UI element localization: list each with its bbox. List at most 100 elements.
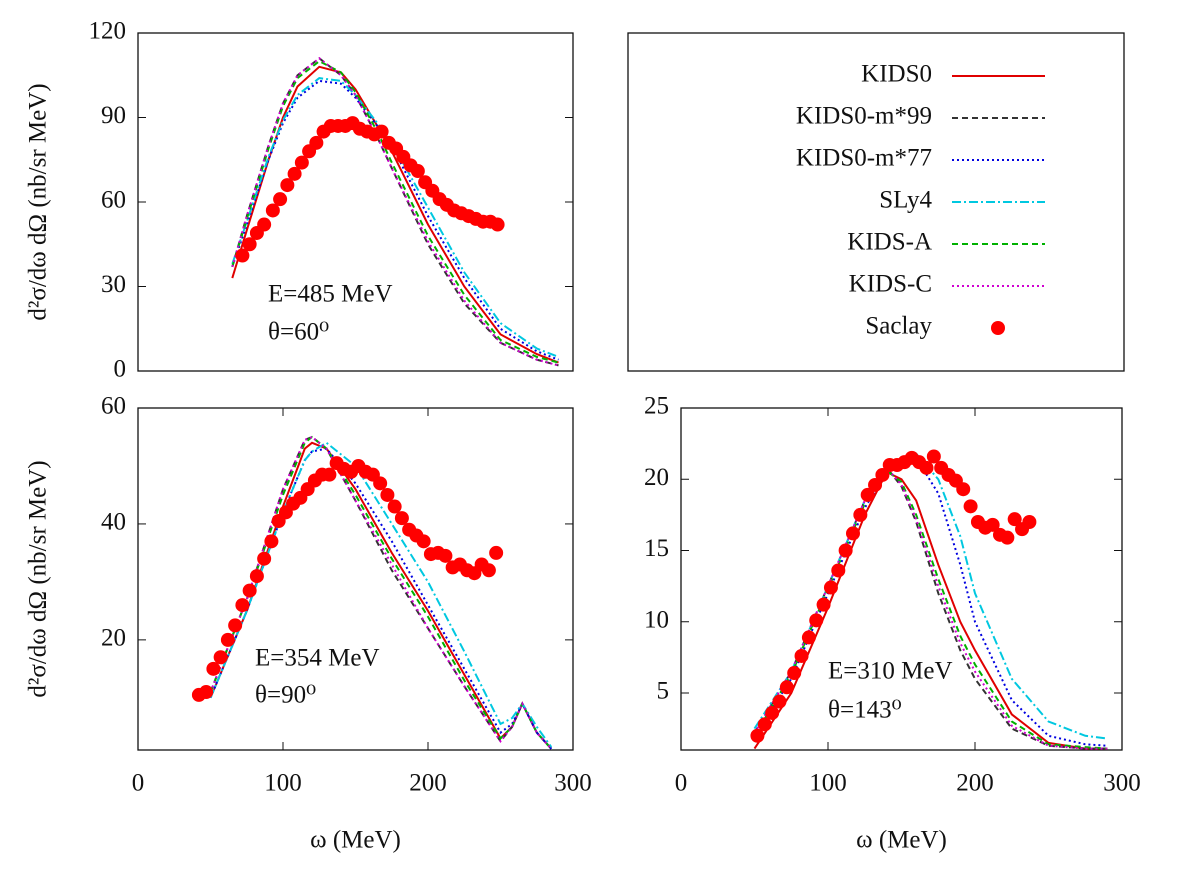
legend-label: KIDS-A <box>847 229 932 256</box>
x-axis-label: ω (MeV) <box>310 827 401 854</box>
y-tick-label: 40 <box>101 509 126 536</box>
data-point <box>985 517 1000 532</box>
x-axis-label: ω (MeV) <box>856 827 947 854</box>
plot-frame <box>137 407 574 751</box>
data-point <box>816 597 831 612</box>
series-line <box>231 60 559 364</box>
data-point <box>264 534 279 549</box>
data-point <box>242 237 257 252</box>
y-tick-label: 30 <box>101 271 126 298</box>
x-tick-label: 100 <box>809 770 847 797</box>
y-tick-label: 25 <box>644 393 669 420</box>
annotation: E=485 MeV <box>268 281 393 308</box>
plot-area <box>231 57 559 367</box>
y-axis-label: d²σ/dω dΩ (nb/sr MeV) <box>25 83 52 320</box>
data-point <box>280 178 295 193</box>
plot-frame <box>137 32 574 372</box>
data-point <box>374 124 389 139</box>
data-point <box>257 551 272 566</box>
legend-label: KIDS-C <box>849 271 932 298</box>
data-point <box>294 155 309 170</box>
legend-label: KIDS0 <box>861 61 932 88</box>
data-point <box>750 728 765 743</box>
y-tick-label: 5 <box>657 678 670 705</box>
data-point <box>1000 530 1015 545</box>
series-line <box>209 447 553 750</box>
annotation: E=354 MeV <box>255 645 380 672</box>
y-tick-label: 0 <box>114 356 127 383</box>
series-line <box>753 456 1108 747</box>
data-point <box>394 511 409 526</box>
series-line <box>753 466 1108 750</box>
series-line <box>231 79 559 361</box>
data-point <box>249 569 264 584</box>
data-point <box>868 477 883 492</box>
data-point <box>875 467 890 482</box>
data-point <box>213 650 228 665</box>
x-tick-label: 300 <box>1103 770 1141 797</box>
x-tick-label: 0 <box>675 770 688 797</box>
data-point <box>845 526 860 541</box>
legend-label: SLy4 <box>879 187 932 214</box>
legend-label: Saclay <box>865 313 932 340</box>
legend-label: KIDS0-m*99 <box>796 103 932 130</box>
y-tick-label: 60 <box>101 187 126 214</box>
data-point <box>490 217 505 232</box>
legend-frame <box>627 32 1125 372</box>
x-tick-label: 100 <box>264 770 302 797</box>
data-point <box>387 499 402 514</box>
annotation: θ=143⁰ <box>828 697 902 724</box>
x-tick-label: 300 <box>554 770 592 797</box>
plot-frame <box>680 407 1123 751</box>
data-point <box>919 460 934 475</box>
data-point <box>228 618 243 633</box>
data-point <box>287 166 302 181</box>
data-point <box>963 499 978 514</box>
data-point <box>257 217 272 232</box>
data-point <box>1007 512 1022 527</box>
y-axis-label: d²σ/dω dΩ (nb/sr MeV) <box>25 460 52 697</box>
data-point <box>235 598 250 613</box>
legend-label: KIDS0-m*77 <box>796 145 932 172</box>
plot-area <box>191 435 553 750</box>
data-point <box>373 476 388 491</box>
data-point <box>206 661 221 676</box>
y-tick-label: 10 <box>644 606 669 633</box>
x-tick-label: 0 <box>132 770 145 797</box>
annotation: θ=60⁰ <box>268 319 329 346</box>
data-point <box>787 666 802 681</box>
series-line <box>753 452 1108 740</box>
data-point <box>956 482 971 497</box>
data-point <box>794 648 809 663</box>
y-tick-label: 20 <box>644 464 669 491</box>
plot-area <box>750 449 1108 750</box>
series-line <box>231 57 559 367</box>
y-tick-label: 60 <box>101 393 126 420</box>
data-point <box>765 705 780 720</box>
series-line <box>209 435 553 750</box>
data-point <box>322 467 337 482</box>
data-point <box>860 487 875 502</box>
data-point <box>823 580 838 595</box>
series-line <box>209 441 553 748</box>
data-point <box>481 563 496 578</box>
data-point <box>273 192 288 207</box>
data-point <box>199 685 214 700</box>
data-point <box>235 248 250 263</box>
y-tick-label: 120 <box>89 18 127 45</box>
legend-marker <box>991 321 1005 335</box>
annotation: θ=90⁰ <box>255 682 316 709</box>
x-tick-label: 200 <box>956 770 994 797</box>
data-point <box>309 135 324 150</box>
x-tick-label: 200 <box>409 770 447 797</box>
data-point <box>779 680 794 695</box>
data-point <box>838 543 853 558</box>
series-line <box>753 470 1108 750</box>
series-line <box>231 77 559 358</box>
data-point <box>380 487 395 502</box>
data-point <box>853 507 868 522</box>
data-point <box>220 632 235 647</box>
series-line <box>753 469 1108 750</box>
data-point <box>809 613 824 628</box>
